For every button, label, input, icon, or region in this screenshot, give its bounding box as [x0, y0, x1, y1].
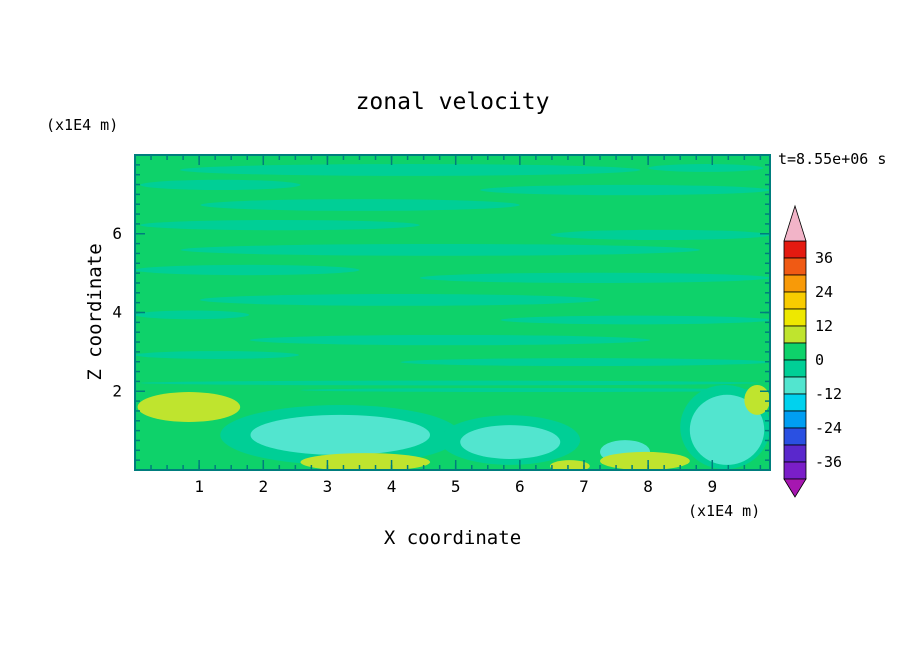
x-axis-unit-label: (x1E4 m): [688, 502, 761, 520]
contour-feature: [200, 199, 520, 211]
contour-feature: [460, 425, 561, 459]
colorbar-segment: [783, 325, 807, 344]
colorbar-segment: [783, 444, 807, 463]
contour-feature: [689, 394, 765, 465]
contour-feature: [135, 351, 300, 359]
z-tick-label: 2: [112, 381, 122, 400]
page-title: zonal velocity: [355, 89, 550, 115]
contour-feature: [550, 229, 770, 241]
colorbar-segment: [783, 461, 807, 480]
z-tick-label: 6: [112, 224, 122, 243]
colorbar-top-arrow: [783, 204, 807, 242]
contour-feature: [140, 380, 760, 386]
contour-feature: [250, 414, 431, 456]
colorbar: [783, 204, 807, 498]
colorbar-tick-label: 12: [815, 317, 833, 335]
z-tick-label: 4: [112, 303, 122, 322]
contour-feature: [179, 164, 641, 176]
colorbar-tick-label: -24: [815, 419, 842, 437]
contour-feature: [480, 184, 770, 196]
plot-mask: [0, 470, 904, 654]
x-tick-label: 5: [451, 477, 461, 496]
contour-feature: [419, 272, 770, 283]
x-axis-title: X coordinate: [383, 527, 522, 549]
contour-feature: [140, 219, 420, 231]
x-tick-label: 6: [515, 477, 525, 496]
contour-feature: [600, 451, 690, 470]
colorbar-segment: [783, 376, 807, 395]
contour-feature: [135, 310, 250, 320]
contour-feature: [648, 164, 764, 172]
contour-feature: [300, 453, 431, 472]
contour-feature: [249, 334, 651, 346]
colorbar-segment: [783, 410, 807, 429]
colorbar-segment: [783, 291, 807, 310]
contour-feature: [140, 179, 301, 191]
y-axis-unit-label: (x1E4 m): [46, 116, 119, 134]
colorbar-segment: [783, 359, 807, 378]
x-tick-label: 7: [579, 477, 589, 496]
colorbar-tick-label: 24: [815, 283, 833, 301]
contour-feature: [135, 264, 360, 276]
x-tick-label: 8: [643, 477, 653, 496]
x-tick-label: 9: [707, 477, 717, 496]
colorbar-segment: [783, 427, 807, 446]
colorbar-segment: [783, 308, 807, 327]
colorbar-segment: [783, 274, 807, 293]
colorbar-tick-label: -12: [815, 385, 842, 403]
x-tick-label: 3: [323, 477, 333, 496]
contour-feature: [199, 293, 601, 306]
colorbar-segment: [783, 342, 807, 361]
x-tick-label: 2: [258, 477, 268, 496]
x-tick-label: 1: [194, 477, 204, 496]
colorbar-tick-label: -36: [815, 453, 842, 471]
colorbar-segment: [783, 393, 807, 412]
x-tick-label: 4: [387, 477, 397, 496]
contour-field: [135, 155, 770, 472]
contour-feature: [500, 315, 770, 325]
colorbar-bottom-arrow: [783, 478, 807, 498]
y-axis-title: Z coordinate: [84, 243, 106, 381]
contour-feature: [180, 243, 701, 256]
colorbar-segment: [783, 240, 807, 259]
colorbar-tick-label: 36: [815, 249, 833, 267]
colorbar-tick-label: 0: [815, 351, 824, 369]
plot-mask: [0, 0, 135, 654]
plot-mask: [0, 0, 904, 155]
contour-feature: [300, 388, 770, 393]
colorbar-segment: [783, 257, 807, 276]
contour-feature: [400, 358, 770, 367]
contour-feature: [744, 384, 770, 415]
time-annotation: t=8.55e+06 s: [778, 150, 887, 168]
plot-frame: [134, 154, 771, 471]
contour-feature: [137, 392, 241, 422]
